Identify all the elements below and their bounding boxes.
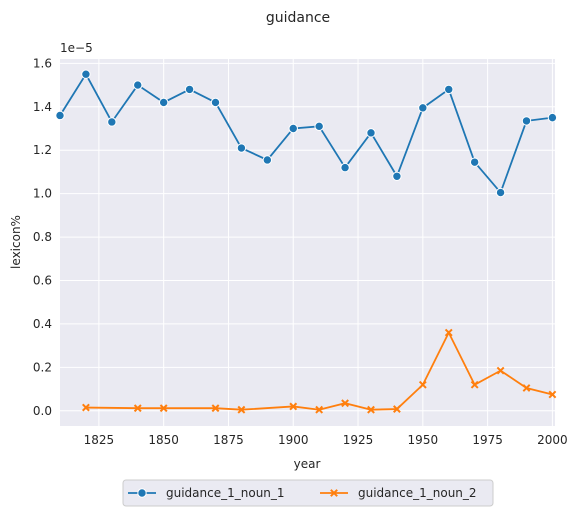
y-tick-label: 0.4	[33, 317, 52, 331]
legend-label: guidance_1_noun_2	[358, 486, 477, 500]
legend-box	[122, 479, 494, 507]
data-point	[82, 403, 90, 412]
data-point	[236, 143, 247, 153]
legend-marker	[330, 489, 338, 497]
data-point	[158, 97, 169, 108]
legend-entry: guidance_1_noun_2	[320, 486, 477, 500]
data-point	[107, 117, 117, 127]
data-point	[211, 404, 220, 413]
data-point	[495, 187, 506, 198]
data-point	[547, 112, 558, 123]
x-tick-label: 1900	[278, 433, 309, 447]
y-offset-label: 1e−5	[60, 41, 93, 55]
series-guidance_1_noun_2	[82, 328, 557, 414]
data-point	[392, 171, 402, 181]
data-point	[81, 69, 91, 79]
y-tick-label: 1.0	[33, 187, 52, 201]
data-point	[444, 84, 454, 95]
y-tick-label: 0.6	[33, 274, 52, 288]
legend-label: guidance_1_noun_1	[166, 486, 285, 500]
x-tick-label: 1850	[148, 433, 179, 447]
data-point	[367, 405, 375, 414]
data-point	[521, 116, 532, 126]
plot-area	[60, 59, 555, 426]
y-tick-labels: 0.0 0.2 0.4 0.6 0.8 1.0 1.2 1.4 1.6	[33, 56, 52, 417]
data-point	[366, 128, 376, 138]
data-point	[444, 328, 453, 337]
data-point	[55, 110, 65, 121]
x-tick-label: 1975	[472, 433, 503, 447]
data-point	[237, 405, 246, 414]
data-point	[133, 404, 142, 413]
legend-marker	[137, 488, 147, 498]
y-axis-label: lexicon%	[9, 215, 23, 269]
y-tick-label: 1.2	[33, 143, 52, 157]
x-tick-labels: 1825 1850 1875 1900 1925 1950 1975 2000	[84, 433, 568, 447]
data-point	[469, 157, 480, 167]
data-point	[315, 405, 324, 414]
x-tick-label: 1925	[343, 433, 374, 447]
data-point	[470, 380, 479, 389]
data-point	[288, 123, 298, 134]
series-line	[59, 72, 553, 195]
data-point	[393, 405, 401, 413]
y-tick-label: 0.2	[33, 360, 52, 374]
data-point	[262, 155, 273, 165]
y-tick-label: 0.8	[33, 230, 52, 244]
data-point	[314, 121, 324, 132]
y-tick-label: 1.6	[33, 56, 52, 70]
y-tick-label: 1.4	[33, 100, 52, 114]
legend: guidance_1_noun_1 guidance_1_noun_2	[122, 479, 494, 507]
x-tick-label: 1875	[213, 433, 244, 447]
legend-entry: guidance_1_noun_1	[128, 486, 285, 500]
x-tick-label: 1950	[408, 433, 439, 447]
data-point	[418, 380, 427, 389]
data-point	[522, 384, 531, 392]
series-line	[85, 330, 553, 411]
data-point	[341, 399, 349, 408]
series-guidance_1_noun_1	[55, 69, 558, 198]
data-point	[133, 80, 143, 90]
x-axis-label: year	[294, 457, 321, 471]
data-point	[159, 404, 168, 413]
data-point	[340, 162, 350, 173]
data-point	[496, 366, 505, 375]
series-layer	[55, 69, 558, 414]
data-point	[418, 103, 428, 113]
data-point	[210, 97, 221, 108]
data-point	[184, 84, 195, 95]
data-point	[548, 390, 557, 399]
chart-title: guidance	[266, 10, 330, 26]
grid-lines	[60, 59, 555, 426]
x-tick-label: 2000	[537, 433, 568, 447]
y-tick-label: 0.0	[33, 404, 52, 418]
data-point	[289, 402, 298, 411]
x-tick-label: 1825	[84, 433, 115, 447]
